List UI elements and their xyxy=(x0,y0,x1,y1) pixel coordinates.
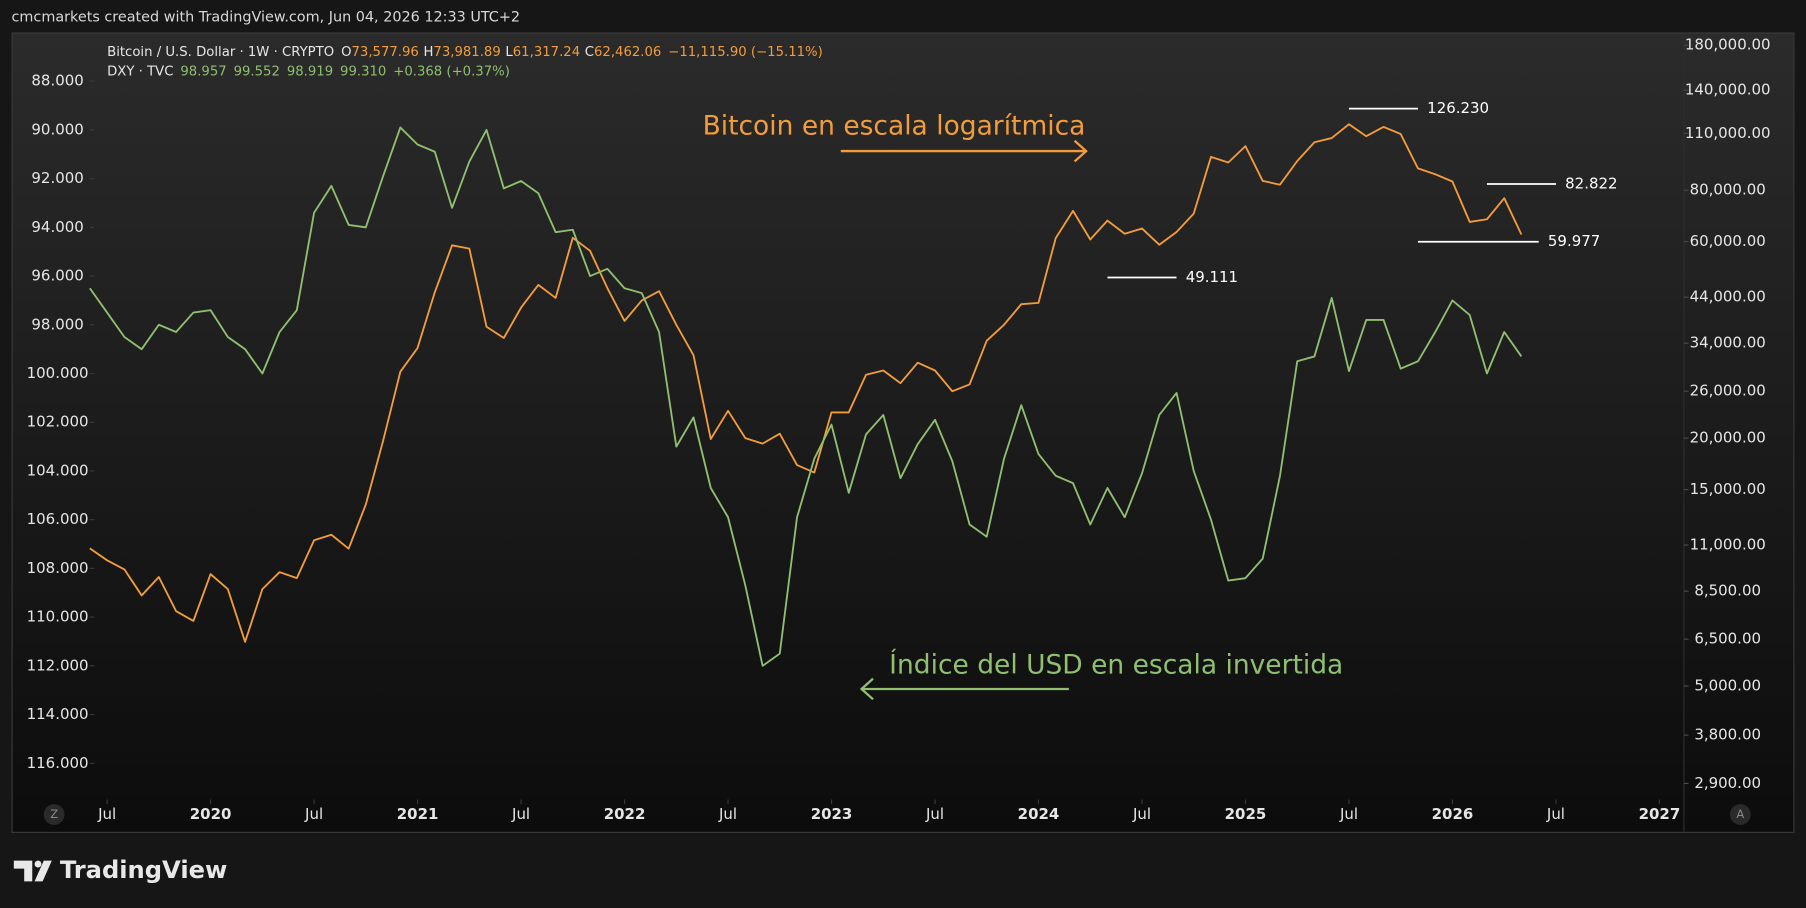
legend-change: −11,115.90 (−15.11%) xyxy=(668,45,823,60)
y2-tick-label: 140,000.00 xyxy=(1685,81,1771,99)
y2-tick-label: 6,500.00 xyxy=(1694,630,1761,648)
y-tick-label: 90.000 xyxy=(31,120,83,138)
x-tick-label: 2020 xyxy=(190,805,232,823)
legend-value: 73,981.89 xyxy=(433,45,500,60)
y-tick-label: 102.000 xyxy=(27,413,89,431)
series-line xyxy=(89,123,1523,643)
y2-tick-label: 2,900.00 xyxy=(1694,774,1761,792)
x-tick-label: Jul xyxy=(1132,805,1151,823)
legend-value: 99.310 xyxy=(340,65,386,80)
x-tick-label: Jul xyxy=(1546,805,1565,823)
x-tick-label: Jul xyxy=(511,805,530,823)
annotation-arrow xyxy=(859,677,1069,701)
y2-tick-label: 34,000.00 xyxy=(1690,334,1766,352)
x-tick-label: 2023 xyxy=(811,805,853,823)
legend-name: DXY · TVC xyxy=(107,65,173,80)
legend-value: 73,577.96 xyxy=(352,45,419,60)
x-tick-label: 2021 xyxy=(397,805,439,823)
y2-tick-label: 8,500.00 xyxy=(1694,582,1761,600)
y2-tick-label: 20,000.00 xyxy=(1690,429,1766,447)
y2-tick-label: 15,000.00 xyxy=(1690,480,1766,498)
legend-key: H xyxy=(423,45,433,60)
legend-change: +0.368 (+0.37%) xyxy=(393,65,510,80)
level-label: 49.111 xyxy=(1186,268,1238,286)
x-tick-label: Jul xyxy=(304,805,323,823)
y2-tick-label: 80,000.00 xyxy=(1690,181,1766,199)
legend-key: O xyxy=(341,45,351,60)
axis-button[interactable] xyxy=(1729,804,1751,825)
y-tick-label: 100.000 xyxy=(27,364,89,382)
axis-button-label[interactable]: A xyxy=(1736,807,1744,821)
brand-name: TradingView xyxy=(60,856,227,884)
y2-tick-label: 180,000.00 xyxy=(1685,36,1771,54)
x-tick-label: Jul xyxy=(1339,805,1358,823)
y2-tick-label: 110,000.00 xyxy=(1685,124,1771,142)
level-label: 59.977 xyxy=(1548,232,1600,250)
axis-button[interactable] xyxy=(43,804,65,825)
x-tick-label: 2025 xyxy=(1225,805,1267,823)
annotation: Bitcoin en escala logarítmica xyxy=(703,110,1086,141)
x-tick-label: Jul xyxy=(925,805,944,823)
legend-value: 98.957 xyxy=(180,65,226,80)
y2-tick-label: 44,000.00 xyxy=(1690,288,1766,306)
y2-tick-label: 5,000.00 xyxy=(1694,677,1761,695)
level-label: 126.230 xyxy=(1427,99,1489,117)
y-tick-label: 108.000 xyxy=(27,559,89,577)
legend-value: 99.552 xyxy=(234,65,280,80)
legend-value: 61,317.24 xyxy=(513,45,580,60)
annotation: Índice del USD en escala invertida xyxy=(889,648,1343,680)
legend-key: C xyxy=(585,45,594,60)
y-tick-label: 98.000 xyxy=(31,315,83,333)
header-text: cmcmarkets created with TradingView.com,… xyxy=(12,9,521,25)
y-tick-label: 104.000 xyxy=(27,461,89,479)
y-tick-label: 106.000 xyxy=(27,510,89,528)
y-tick-label: 112.000 xyxy=(27,656,89,674)
y-tick-label: 110.000 xyxy=(27,608,89,626)
y2-tick-label: 26,000.00 xyxy=(1690,382,1766,400)
x-tick-label: 2026 xyxy=(1432,805,1474,823)
y-tick-label: 96.000 xyxy=(31,267,83,285)
y2-tick-label: 11,000.00 xyxy=(1690,536,1766,554)
plot-area xyxy=(89,123,1523,667)
x-tick-label: 2027 xyxy=(1639,805,1681,823)
legend-value: 98.919 xyxy=(287,65,333,80)
legend-row: DXY · TVC 98.957 99.552 98.919 99.310 +0.368 … xyxy=(107,65,510,80)
axis-button-label[interactable]: Z xyxy=(50,807,58,821)
x-tick-label: Jul xyxy=(718,805,737,823)
chart-panel xyxy=(11,32,1795,833)
y-tick-label: 88.000 xyxy=(31,72,83,90)
x-tick-label: Jul xyxy=(97,805,116,823)
y-tick-label: 94.000 xyxy=(31,218,83,236)
y-tick-label: 114.000 xyxy=(27,705,89,723)
y2-tick-label: 3,800.00 xyxy=(1694,726,1761,744)
x-tick-label: 2022 xyxy=(604,805,646,823)
level-label: 82.822 xyxy=(1565,175,1617,193)
y-tick-label: 116.000 xyxy=(27,754,89,772)
legend-name: Bitcoin / U.S. Dollar · 1W · CRYPTO xyxy=(107,45,334,60)
y-tick-label: 92.000 xyxy=(31,169,83,187)
annotation-arrow xyxy=(840,139,1088,163)
legend-key: L xyxy=(505,45,513,60)
x-tick-label: 2024 xyxy=(1018,805,1060,823)
legend-row: Bitcoin / U.S. Dollar · 1W · CRYPTO O73,5… xyxy=(107,45,823,60)
brand-logo xyxy=(13,860,52,882)
series-line xyxy=(89,126,1523,667)
legend-value: 62,462.06 xyxy=(594,45,661,60)
y2-tick-label: 60,000.00 xyxy=(1690,232,1766,250)
